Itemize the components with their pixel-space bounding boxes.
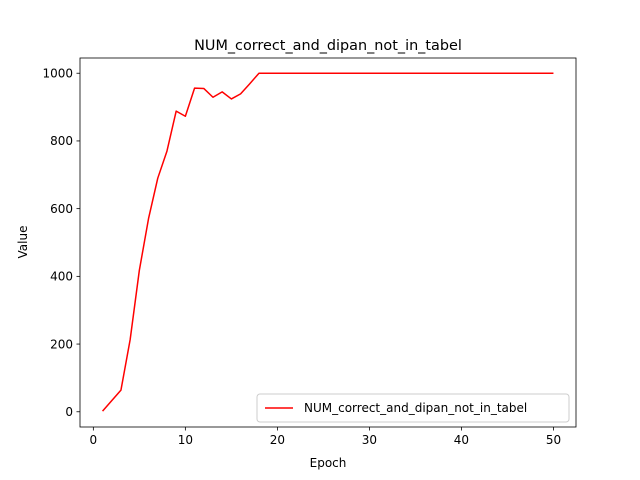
y-tick-label: 1000 [42, 67, 73, 81]
legend: NUM_correct_and_dipan_not_in_tabel [256, 393, 570, 423]
x-tick-label: 0 [90, 433, 98, 447]
y-tick-label: 800 [50, 134, 73, 148]
y-axis-label: Value [16, 226, 30, 259]
x-axis-label: Epoch [310, 456, 347, 470]
x-tick-label: 20 [270, 433, 285, 447]
series-line-0 [101, 72, 554, 412]
y-tick-label: 0 [65, 405, 73, 419]
x-axis: 0 10 20 30 40 50 [90, 427, 561, 447]
y-tick-label: 400 [50, 270, 73, 284]
x-tick-label: 30 [362, 433, 377, 447]
plot-frame [79, 57, 577, 428]
legend-box [256, 393, 570, 423]
x-tick-label: 50 [546, 433, 561, 447]
plot-area [79, 57, 577, 428]
chart-title: NUM_correct_and_dipan_not_in_tabel [194, 38, 462, 54]
y-tick-label: 600 [50, 202, 73, 216]
y-tick-label: 200 [50, 337, 73, 351]
x-tick-label: 40 [454, 433, 469, 447]
y-axis: 0 200 400 600 800 1000 [42, 67, 80, 419]
legend-label: NUM_correct_and_dipan_not_in_tabel [304, 401, 527, 415]
x-tick-label: 10 [178, 433, 193, 447]
